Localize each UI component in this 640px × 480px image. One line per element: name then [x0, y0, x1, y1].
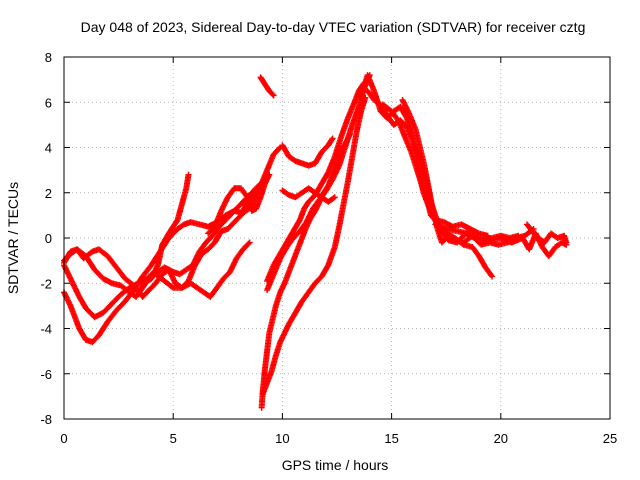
series-track-5	[135, 171, 192, 296]
data-point	[266, 171, 273, 178]
series-track-17	[399, 96, 537, 248]
x-tick-label: 0	[60, 431, 67, 446]
series-track-13	[279, 185, 338, 205]
series-track-3	[61, 189, 260, 300]
series-track-10	[264, 72, 373, 294]
y-tick-label: -8	[40, 412, 52, 427]
x-tick-label: 25	[603, 431, 617, 446]
y-tick-label: 0	[45, 231, 52, 246]
series-track-12	[279, 135, 336, 169]
x-tick-labels: 0 5 10 15 20 25	[60, 431, 617, 446]
data-point	[269, 91, 276, 98]
data-point	[252, 190, 259, 197]
y-tick-label: 4	[45, 141, 52, 156]
y-axis-label: SDTVAR / TECUs	[5, 182, 21, 294]
data-point	[168, 283, 175, 290]
x-axis-label: GPS time / hours	[282, 457, 389, 473]
data-point	[563, 239, 570, 246]
x-tick-label: 15	[384, 431, 398, 446]
y-tick-label: -4	[40, 322, 52, 337]
y-tick-labels: -8 -6 -4 -2 0 2 4 6 8	[40, 50, 52, 427]
y-tick-label: -2	[40, 276, 52, 291]
chart-title: Day 048 of 2023, Sidereal Day-to-day VTE…	[81, 19, 586, 35]
series-track-4	[61, 239, 253, 321]
y-tick-label: 6	[45, 95, 52, 110]
data-point	[253, 189, 260, 196]
series-track-19	[524, 221, 570, 246]
series-track-11	[264, 76, 371, 284]
data-point	[270, 92, 277, 99]
y-tick-label: -6	[40, 367, 52, 382]
x-tick-label: 5	[170, 431, 177, 446]
series-track-18	[432, 221, 570, 260]
data-point	[246, 239, 253, 246]
data-point	[488, 272, 495, 279]
data-point	[185, 171, 192, 178]
plot-frame	[63, 56, 611, 420]
series-track-9	[259, 94, 369, 398]
x-tick-label: 10	[275, 431, 289, 446]
data-point	[329, 135, 336, 142]
y-tick-label: 2	[45, 186, 52, 201]
series-track-6	[205, 171, 273, 237]
data-point	[328, 136, 335, 143]
x-tick-label: 20	[494, 431, 508, 446]
data-point	[331, 194, 338, 201]
series-track-7	[257, 74, 277, 99]
data-point	[276, 145, 283, 152]
data-points	[61, 72, 570, 411]
data-point	[245, 240, 252, 247]
data-point	[489, 273, 496, 280]
y-tick-label: 8	[45, 50, 52, 65]
